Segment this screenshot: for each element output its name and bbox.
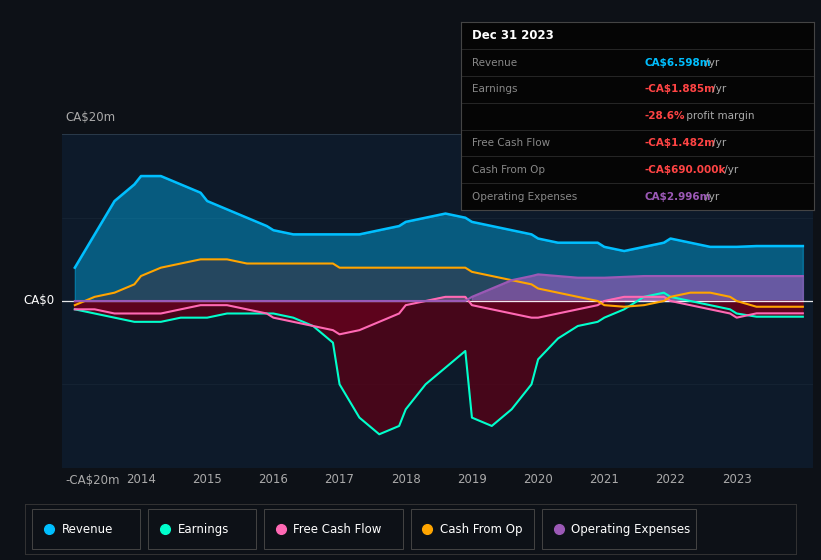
Text: CA$0: CA$0 (23, 295, 54, 307)
Text: /yr: /yr (721, 165, 738, 175)
Text: /yr: /yr (709, 138, 726, 148)
Text: Cash From Op: Cash From Op (440, 522, 522, 536)
Text: Free Cash Flow: Free Cash Flow (472, 138, 550, 148)
Text: Revenue: Revenue (472, 58, 517, 68)
Text: /yr: /yr (709, 85, 726, 95)
Text: -CA$690.000k: -CA$690.000k (645, 165, 727, 175)
Text: -CA$1.482m: -CA$1.482m (645, 138, 716, 148)
Text: Dec 31 2023: Dec 31 2023 (472, 29, 553, 43)
Text: Revenue: Revenue (62, 522, 113, 536)
Text: Earnings: Earnings (472, 85, 517, 95)
Text: Free Cash Flow: Free Cash Flow (293, 522, 382, 536)
Text: Earnings: Earnings (177, 522, 229, 536)
Text: -CA$20m: -CA$20m (66, 474, 120, 487)
Text: profit margin: profit margin (683, 111, 754, 121)
Text: Operating Expenses: Operating Expenses (472, 192, 577, 202)
Text: -CA$1.885m: -CA$1.885m (645, 85, 716, 95)
Text: -28.6%: -28.6% (645, 111, 686, 121)
Text: Operating Expenses: Operating Expenses (571, 522, 690, 536)
Text: Cash From Op: Cash From Op (472, 165, 545, 175)
Text: CA$2.996m: CA$2.996m (645, 192, 712, 202)
Text: /yr: /yr (702, 192, 719, 202)
Text: /yr: /yr (702, 58, 719, 68)
Text: CA$6.598m: CA$6.598m (645, 58, 712, 68)
Text: CA$20m: CA$20m (66, 111, 116, 124)
